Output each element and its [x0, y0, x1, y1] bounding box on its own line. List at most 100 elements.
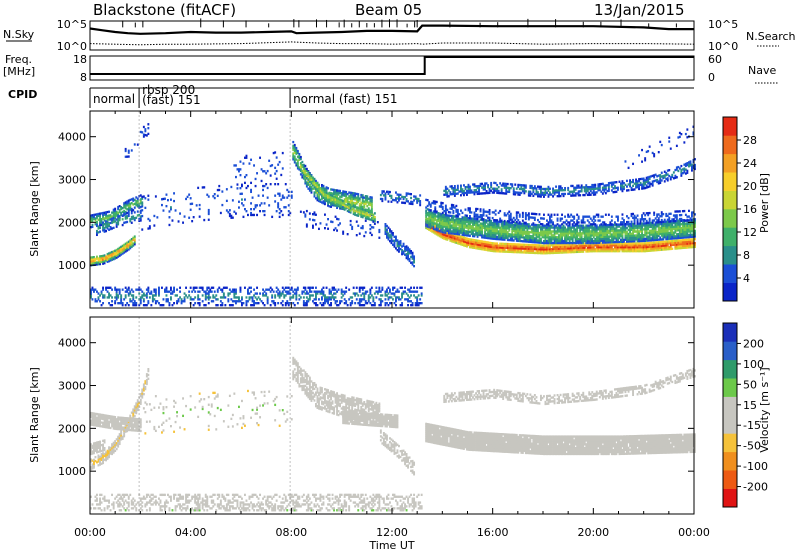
heatmap-cell	[508, 248, 511, 252]
heatmap-cell	[123, 243, 126, 247]
heatmap-cell	[304, 292, 307, 295]
heatmap-cell	[530, 238, 533, 242]
heatmap-cell	[623, 229, 625, 232]
heatmap-cell	[435, 228, 438, 232]
heatmap-cell	[239, 286, 242, 289]
heatmap-cell	[453, 219, 456, 222]
heatmap-cell	[632, 236, 635, 239]
heatmap-cell	[130, 239, 133, 243]
heatmap-cell	[241, 298, 243, 301]
heatmap-cell	[99, 222, 102, 225]
heatmap-cell	[579, 234, 582, 237]
heatmap-cell	[168, 216, 171, 219]
heatmap-cell	[441, 227, 444, 230]
heatmap-cell	[576, 186, 579, 189]
heatmap-cell	[553, 247, 556, 251]
heatmap-cell	[476, 227, 479, 231]
heatmap-cell	[606, 246, 609, 249]
heatmap-cell	[570, 190, 573, 193]
heatmap-cell	[517, 183, 520, 187]
heatmap-cell	[591, 226, 594, 229]
heatmap-cell	[286, 188, 289, 192]
heatmap-cell	[91, 214, 94, 217]
heatmap-cell	[512, 247, 515, 250]
heatmap-cell	[281, 292, 284, 295]
heatmap-cell	[527, 218, 530, 221]
heatmap-cell	[583, 234, 586, 237]
heatmap-cell	[289, 296, 292, 299]
heatmap-cell	[364, 217, 367, 220]
heatmap-cell	[476, 241, 479, 244]
heatmap-cell	[293, 292, 296, 295]
heatmap-cell	[532, 190, 535, 194]
heatmap-cell	[302, 169, 305, 172]
heatmap-cell	[438, 218, 441, 221]
heatmap-cell	[325, 300, 328, 303]
heatmap-cell	[549, 230, 551, 233]
heatmap-cell	[307, 181, 310, 185]
heatmap-cell	[268, 288, 271, 291]
heatmap-cell	[515, 228, 518, 231]
heatmap-cell	[321, 298, 323, 301]
heatmap-cell	[494, 213, 497, 216]
heatmap-cell	[496, 250, 499, 253]
heatmap-cell	[327, 187, 330, 190]
heatmap-cell	[530, 223, 533, 226]
heatmap-cell	[358, 232, 361, 235]
heatmap-cell	[530, 247, 533, 251]
heatmap-cell	[443, 225, 446, 228]
heatmap-cell	[446, 232, 449, 236]
heatmap-cell	[514, 191, 517, 194]
heatmap-cell	[348, 208, 351, 212]
heatmap-cell	[331, 192, 334, 195]
heatmap-cell	[419, 202, 422, 205]
heatmap-cell	[197, 296, 200, 299]
heatmap-cell	[478, 229, 481, 233]
heatmap-cell	[485, 236, 488, 240]
heatmap-cell	[540, 226, 542, 229]
heatmap-cell	[632, 240, 635, 243]
heatmap-cell	[456, 242, 459, 245]
heatmap-cell	[225, 286, 228, 289]
heatmap-cell	[447, 229, 450, 233]
heatmap-cell	[360, 203, 363, 206]
heatmap-cell	[607, 187, 610, 191]
heatmap-cell	[598, 219, 601, 222]
heatmap-cell	[607, 183, 610, 187]
heatmap-cell	[253, 213, 256, 217]
heatmap-cell	[363, 206, 366, 209]
heatmap-cell	[559, 236, 562, 239]
heatmap-cell	[614, 227, 616, 230]
heatmap-cell	[242, 302, 245, 305]
heatmap-cell	[194, 302, 197, 305]
heatmap-cell	[494, 246, 497, 249]
heatmap-cell	[404, 247, 407, 251]
heatmap-cell	[580, 250, 583, 253]
heatmap-cell	[630, 246, 633, 249]
heatmap-cell	[425, 219, 428, 222]
heatmap-cell	[151, 298, 154, 301]
heatmap-cell	[124, 246, 127, 249]
heatmap-cell	[523, 190, 526, 193]
heatmap-cell	[337, 193, 340, 196]
heatmap-cell	[503, 184, 506, 187]
heatmap-cell	[366, 197, 369, 200]
heatmap-cell	[144, 294, 147, 297]
heatmap-cell	[369, 210, 372, 214]
heatmap-cell	[580, 248, 583, 251]
heatmap-cell	[615, 186, 618, 190]
heatmap-cell	[219, 304, 222, 307]
heatmap-cell	[533, 216, 536, 220]
heatmap-cell	[543, 234, 545, 237]
heatmap-cell	[376, 292, 379, 295]
heatmap-cell	[112, 218, 115, 222]
heatmap-cell	[367, 207, 370, 210]
heatmap-cell	[130, 294, 133, 297]
heatmap-cell	[111, 300, 114, 303]
heatmap-cell	[491, 211, 494, 214]
heatmap-cell	[263, 213, 266, 217]
heatmap-cell	[216, 304, 219, 307]
heatmap-cell	[142, 135, 145, 138]
heatmap-cell	[410, 261, 413, 264]
heatmap-cell	[183, 296, 186, 299]
